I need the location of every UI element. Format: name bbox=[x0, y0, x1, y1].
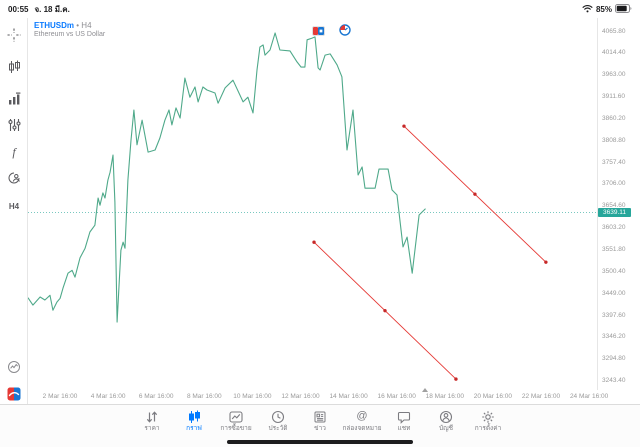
market-session-clock-icon[interactable] bbox=[339, 23, 351, 41]
nav-item-news[interactable]: ข่าว bbox=[299, 409, 341, 432]
price-chart[interactable] bbox=[28, 18, 597, 390]
battery-percent: 85% bbox=[595, 4, 612, 14]
price-tick-label: 3500.40 bbox=[602, 267, 626, 275]
trendline-handle bbox=[383, 308, 387, 313]
trendline-handle bbox=[473, 192, 477, 196]
trendline-handle bbox=[544, 260, 548, 264]
trendline-handle bbox=[312, 240, 316, 244]
account-person-icon bbox=[439, 409, 453, 424]
volumes-icon[interactable] bbox=[4, 88, 24, 108]
price-tick-label: 3294.80 bbox=[602, 355, 626, 363]
price-tick-label: 4065.80 bbox=[602, 27, 626, 35]
nav-item-account[interactable]: บัญชี bbox=[425, 409, 467, 432]
settings-gear-icon bbox=[481, 409, 495, 424]
time-tick-label: 16 Mar 16:00 bbox=[377, 393, 416, 400]
price-tick-label: 3243.40 bbox=[602, 377, 626, 385]
price-line-series bbox=[28, 32, 426, 323]
price-tick-label: 3346.20 bbox=[602, 333, 626, 341]
timeframe-button[interactable]: H4 bbox=[4, 196, 24, 216]
nav-item-history[interactable]: ประวัติ bbox=[257, 409, 299, 432]
timeframe-label: H4 bbox=[8, 201, 20, 211]
trendline-handle bbox=[454, 377, 458, 381]
trendline-handle bbox=[402, 124, 406, 128]
functions-icon[interactable]: f bbox=[12, 144, 16, 159]
time-tick-label: 10 Mar 16:00 bbox=[233, 393, 272, 400]
time-tick-label: 4 Mar 16:00 bbox=[90, 393, 126, 400]
nav-label: การตั้งค่า bbox=[474, 425, 502, 432]
time-tick-label: 2 Mar 16:00 bbox=[42, 393, 78, 400]
at-icon: @ bbox=[356, 410, 368, 422]
home-indicator[interactable] bbox=[227, 440, 413, 444]
crosshair-icon[interactable] bbox=[4, 25, 24, 45]
nav-item-chart[interactable]: กราฟ bbox=[173, 409, 215, 432]
price-tick-label: 3808.80 bbox=[602, 136, 626, 144]
quotes-arrows-icon bbox=[145, 409, 159, 424]
nav-item-mailbox[interactable]: @ กล่องจดหมาย bbox=[341, 409, 383, 433]
price-tick-label: 3757.40 bbox=[602, 158, 626, 166]
bottom-navigation: ราคา กราฟ การซื้อขาย ประวัติ ข่าว bbox=[0, 404, 640, 447]
price-tick-label: 3860.20 bbox=[602, 114, 626, 122]
time-axis[interactable]: 2 Mar 16:00 4 Mar 16:00 6 Mar 16:00 8 Mar 1… bbox=[0, 388, 608, 404]
time-tick-label: 20 Mar 16:00 bbox=[473, 393, 513, 400]
news-paper-icon bbox=[313, 409, 327, 424]
battery-icon bbox=[615, 3, 632, 15]
time-tick-label: 14 Mar 16:00 bbox=[329, 393, 368, 400]
clock-time: 00:55 bbox=[8, 4, 29, 14]
nav-item-chat[interactable]: แชท bbox=[383, 409, 425, 432]
nav-label: ราคา bbox=[144, 425, 160, 432]
price-tick-label: 3963.00 bbox=[602, 71, 626, 79]
time-tick-label: 8 Mar 16:00 bbox=[186, 393, 222, 400]
nav-item-settings[interactable]: การตั้งค่า bbox=[467, 409, 509, 432]
event-markers bbox=[312, 23, 351, 41]
time-tick-label: 12 Mar 16:00 bbox=[281, 393, 320, 400]
symbol-description: Ethereum vs US Dollar bbox=[34, 31, 106, 38]
price-tick-label: 4014.40 bbox=[602, 49, 626, 57]
time-tick-label: 24 Mar 16:00 bbox=[569, 393, 609, 400]
wifi-icon bbox=[582, 4, 593, 15]
price-tick-label: 3654.60 bbox=[602, 202, 626, 210]
nav-label: การซื้อขาย bbox=[220, 425, 252, 432]
nav-item-trade[interactable]: การซื้อขาย bbox=[215, 409, 257, 432]
time-tick-label: 6 Mar 16:00 bbox=[138, 393, 174, 400]
time-tick-label: 18 Mar 16:00 bbox=[425, 393, 464, 400]
price-tick-label: 3449.00 bbox=[602, 289, 626, 297]
price-axis[interactable]: 4065.80 4014.40 3963.00 3911.60 3860.20 3808.… bbox=[597, 18, 640, 390]
nav-label: ข่าว bbox=[314, 425, 326, 432]
tick-chart-icon[interactable] bbox=[4, 357, 24, 377]
objects-icon[interactable] bbox=[4, 168, 24, 188]
chart-header[interactable]: ETHUSDm • H4 Ethereum vs US Dollar bbox=[34, 21, 106, 38]
trade-chart-box-icon bbox=[229, 409, 243, 424]
chart-left-toolbar: f H4 bbox=[0, 18, 28, 404]
nav-label: กราฟ bbox=[186, 425, 202, 432]
history-clock-icon bbox=[271, 409, 285, 424]
time-tick-label: 22 Mar 16:00 bbox=[521, 393, 561, 400]
symbol-name: ETHUSDm bbox=[34, 21, 75, 30]
nav-label: บัญชี bbox=[438, 425, 454, 432]
chat-bubble-icon bbox=[397, 409, 411, 424]
status-bar: 00:55 จ. 18 มี.ค. 85% bbox=[0, 0, 640, 18]
current-price-badge: 3639.11 bbox=[598, 207, 631, 217]
brand-app-icon[interactable] bbox=[4, 384, 24, 404]
price-tick-label: 3706.00 bbox=[602, 180, 626, 188]
news-flag-icon[interactable] bbox=[312, 23, 325, 41]
chart-style-candles-icon[interactable] bbox=[4, 57, 24, 77]
nav-label: แชท bbox=[397, 425, 411, 432]
indicator-sliders-icon[interactable] bbox=[4, 115, 24, 135]
chart-candles-icon bbox=[188, 409, 201, 424]
price-tick-label: 3911.60 bbox=[602, 93, 626, 101]
nav-item-quotes[interactable]: ราคา bbox=[131, 409, 173, 432]
price-tick-label: 3551.80 bbox=[602, 246, 626, 254]
nav-label: กล่องจดหมาย bbox=[342, 425, 382, 432]
price-tick-label: 3603.20 bbox=[602, 224, 626, 232]
current-bar-marker bbox=[422, 388, 429, 392]
price-tick-label: 3397.60 bbox=[602, 311, 626, 319]
chart-timeframe: H4 bbox=[81, 21, 92, 30]
status-date: จ. 18 มี.ค. bbox=[34, 4, 70, 14]
nav-label: ประวัติ bbox=[268, 425, 288, 432]
